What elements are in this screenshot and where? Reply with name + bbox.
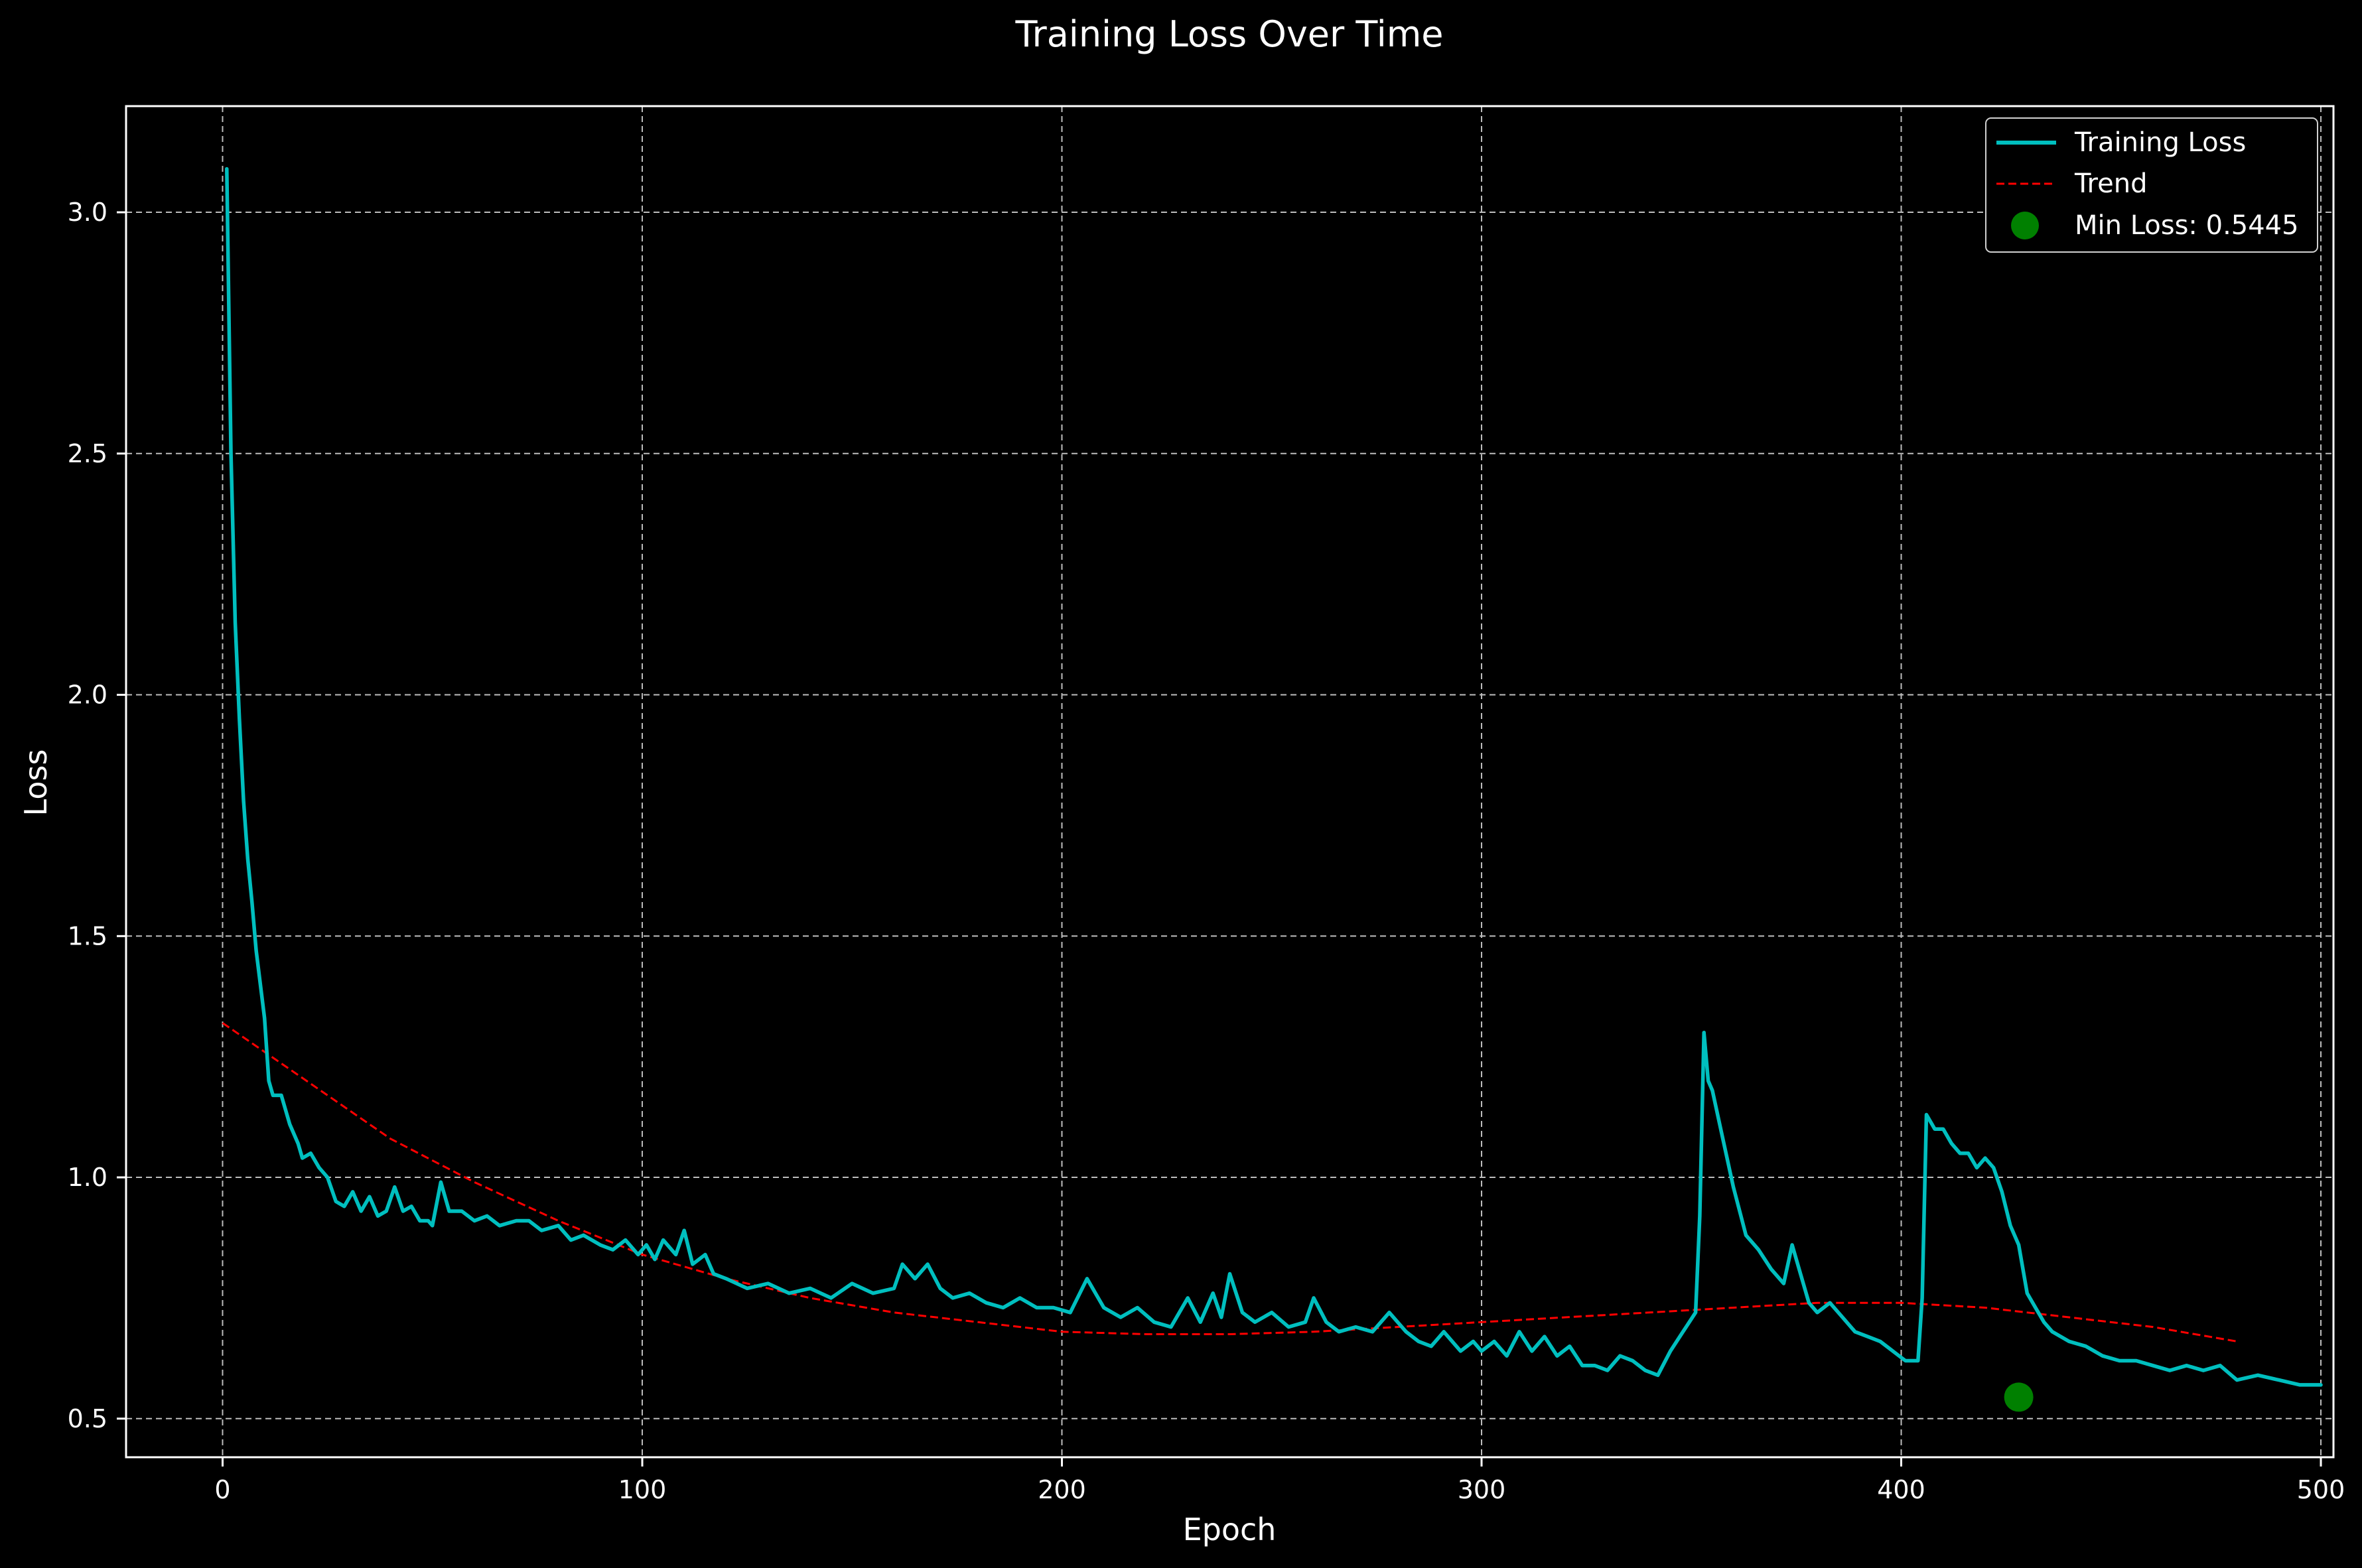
legend-trend-label: Trend <box>2074 168 2147 199</box>
trend-line <box>222 1022 2237 1342</box>
x-tick-label: 300 <box>1458 1475 1506 1504</box>
y-tick-label: 2.5 <box>68 439 107 468</box>
grid <box>126 106 2333 1457</box>
x-tick-label: 500 <box>2297 1475 2345 1504</box>
legend-min-loss-label: Min Loss: 0.5445 <box>2075 210 2299 241</box>
x-tick-label: 0 <box>214 1475 230 1504</box>
y-tick-label: 2.0 <box>68 681 107 710</box>
training-loss-line <box>225 166 2323 1387</box>
x-axis-label: Epoch <box>1183 1512 1277 1547</box>
y-tick-label: 0.5 <box>68 1404 107 1433</box>
x-tick-label: 200 <box>1038 1475 1086 1504</box>
axes-frame <box>125 105 2335 1459</box>
legend-min-loss-marker <box>2011 212 2039 239</box>
legend-training-loss-label: Training Loss <box>2074 127 2246 158</box>
chart-title: Training Loss Over Time <box>1014 13 1443 55</box>
x-tick-label: 400 <box>1877 1475 1925 1504</box>
y-tick-label: 1.5 <box>68 921 107 950</box>
min-loss-marker <box>2004 1382 2034 1412</box>
x-tick-label: 100 <box>618 1475 667 1504</box>
plot-area <box>222 166 2323 1412</box>
legend-box <box>1985 117 2318 253</box>
y-tick-label: 1.0 <box>68 1163 107 1192</box>
axis-ticks: 0 100 200 300 400 500 0.5 1.0 1.5 2.0 2.5 3.0 <box>68 198 2345 1504</box>
legend: Training Loss Trend Min Loss: 0.5445 <box>1985 117 2318 253</box>
y-axis-label: Loss <box>18 750 54 817</box>
y-tick-label: 3.0 <box>68 198 107 227</box>
